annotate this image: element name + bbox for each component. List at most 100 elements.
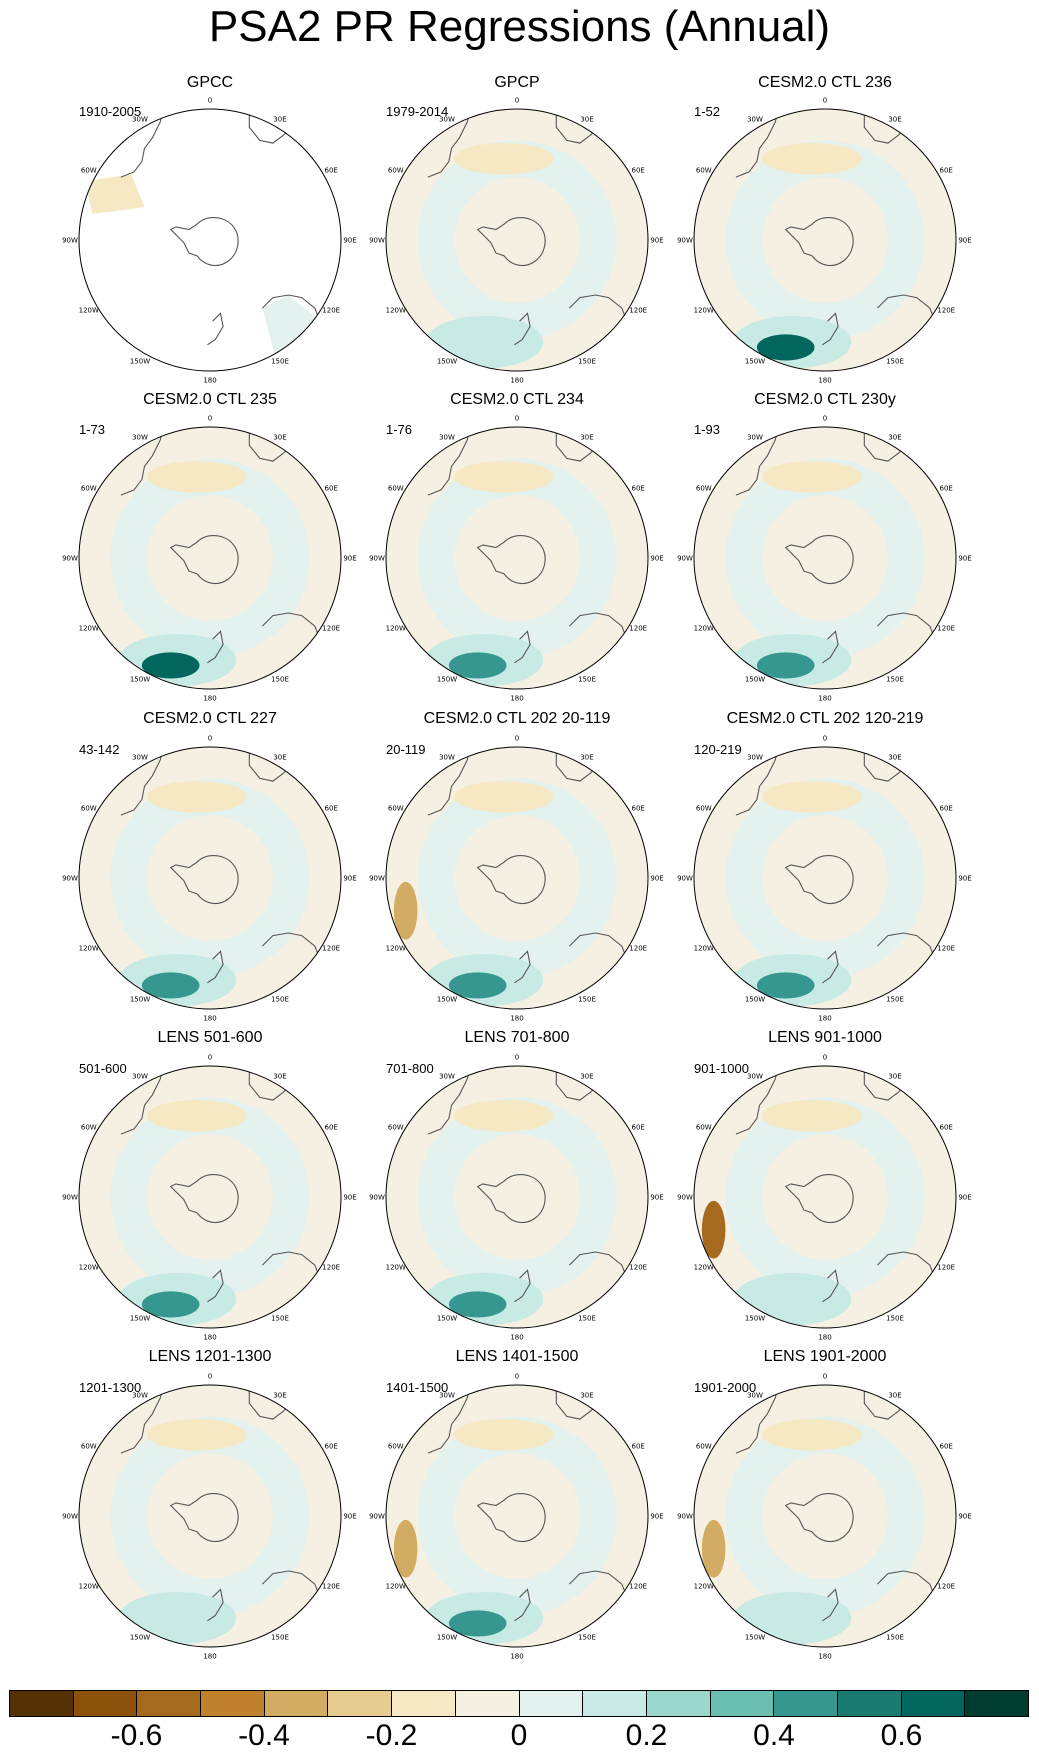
longitude-label: 150W	[130, 1634, 150, 1642]
longitude-label: 60E	[325, 1124, 338, 1132]
longitude-label: 30W	[747, 1072, 763, 1080]
positive-anomaly-core	[756, 652, 815, 679]
longitude-label: 60E	[940, 485, 953, 493]
colorbar-tick-label: 0.2	[625, 1719, 668, 1752]
longitude-label: 150W	[130, 996, 150, 1004]
coastline	[476, 1493, 546, 1543]
coastline	[476, 535, 546, 585]
longitude-label: 0	[208, 1373, 212, 1381]
longitude-label: 150E	[271, 1634, 289, 1642]
panel-title: CESM2.0 CTL 202 120-219	[726, 710, 924, 727]
longitude-label: 120E	[629, 1264, 647, 1272]
longitude-label: 150E	[578, 358, 596, 366]
map-outline	[78, 426, 342, 690]
longitude-label: 120E	[629, 945, 647, 953]
coastline	[427, 1387, 471, 1454]
longitude-label: 60W	[81, 485, 97, 493]
colorbar-tick-label: -0.6	[110, 1719, 163, 1752]
longitude-label: 180	[818, 377, 831, 385]
longitude-label: 90W	[677, 1513, 693, 1521]
positive-anomaly-core	[448, 652, 507, 679]
longitude-label: 180	[203, 695, 216, 703]
positive-anomaly-core	[141, 652, 200, 679]
longitude-label: 30W	[747, 115, 763, 123]
colorbar-swatch	[10, 1691, 74, 1716]
coastline	[427, 111, 471, 178]
coastline	[514, 630, 531, 664]
coastline	[877, 932, 936, 960]
longitude-label: 180	[818, 1653, 831, 1661]
longitude-label: 30W	[439, 433, 455, 441]
panel-title: LENS 1401-1500	[455, 1348, 579, 1365]
negative-anomaly	[147, 1100, 247, 1132]
longitude-label: 90W	[677, 1194, 693, 1202]
coastline	[476, 1174, 546, 1224]
negative-anomaly	[454, 1100, 554, 1132]
longitude-label: 150W	[745, 676, 765, 684]
coastline	[427, 749, 471, 816]
longitude-label: 120E	[322, 307, 340, 315]
longitude-label: 60E	[940, 167, 953, 175]
panel-title: CESM2.0 CTL 234	[450, 391, 584, 408]
longitude-label: 90E	[958, 555, 971, 563]
longitude-label: 90E	[650, 875, 663, 883]
polar-map: 0 30E 60E 90E 120E 150E 180 150W 120W 90W 60W 30W	[369, 1054, 664, 1342]
coastline	[863, 1388, 907, 1420]
longitude-label: 60W	[81, 805, 97, 813]
longitude-label: 120E	[937, 945, 955, 953]
longitude-label: 150W	[745, 996, 765, 1004]
coastline	[569, 1570, 628, 1598]
longitude-label: 0	[515, 1373, 519, 1381]
coastline	[877, 294, 936, 322]
coastline	[569, 932, 628, 960]
coastline	[822, 950, 839, 984]
longitude-label: 30W	[747, 753, 763, 761]
longitude-label: 30E	[273, 1072, 286, 1080]
coastline	[120, 1068, 164, 1135]
negative-anomaly	[762, 461, 862, 493]
coastline	[555, 1388, 599, 1420]
panel-year-range: 701-800	[386, 1061, 434, 1076]
longitude-label: 90W	[62, 875, 78, 883]
longitude-label: 150W	[437, 996, 457, 1004]
coastline	[207, 630, 224, 664]
coastline	[169, 535, 239, 585]
longitude-label: 60W	[388, 485, 404, 493]
coastline	[784, 217, 854, 267]
longitude-label: 120E	[629, 625, 647, 633]
longitude-label: 0	[208, 1054, 212, 1062]
longitude-label: 60W	[388, 167, 404, 175]
longitude-label: 30W	[747, 433, 763, 441]
longitude-label: 30W	[132, 433, 148, 441]
longitude-label: 90E	[650, 555, 663, 563]
longitude-label: 120E	[937, 307, 955, 315]
longitude-label: 120W	[386, 1583, 406, 1591]
coastline	[427, 429, 471, 496]
coastline	[262, 932, 321, 960]
colorbar-swatch	[201, 1691, 265, 1716]
panel-title: LENS 1201-1300	[148, 1348, 272, 1365]
longitude-label: 30E	[273, 433, 286, 441]
longitude-label: 120E	[937, 1583, 955, 1591]
longitude-label: 30E	[273, 1391, 286, 1399]
longitude-label: 0	[823, 1373, 827, 1381]
longitude-label: 120W	[79, 1583, 99, 1591]
longitude-label: 90E	[343, 875, 356, 883]
coastline	[169, 1493, 239, 1543]
coastline	[555, 750, 599, 782]
longitude-label: 0	[515, 415, 519, 423]
panel-year-range: 120-219	[694, 742, 742, 757]
negative-anomaly-core	[701, 1519, 726, 1578]
colorbar-swatch	[774, 1691, 838, 1716]
panel-year-range: 43-142	[79, 742, 120, 757]
longitude-label: 60E	[940, 1443, 953, 1451]
polar-map: 0 30E 60E 90E 120E 150E 180 150W 120W 90W 60W 30W	[369, 735, 664, 1023]
coastline	[514, 1588, 531, 1622]
longitude-label: 150E	[578, 996, 596, 1004]
coastline	[514, 1269, 531, 1303]
longitude-label: 60W	[696, 485, 712, 493]
longitude-label: 120W	[386, 945, 406, 953]
panel-year-range: 1-93	[694, 422, 721, 437]
longitude-label: 30E	[888, 433, 901, 441]
longitude-label: 120W	[79, 307, 99, 315]
